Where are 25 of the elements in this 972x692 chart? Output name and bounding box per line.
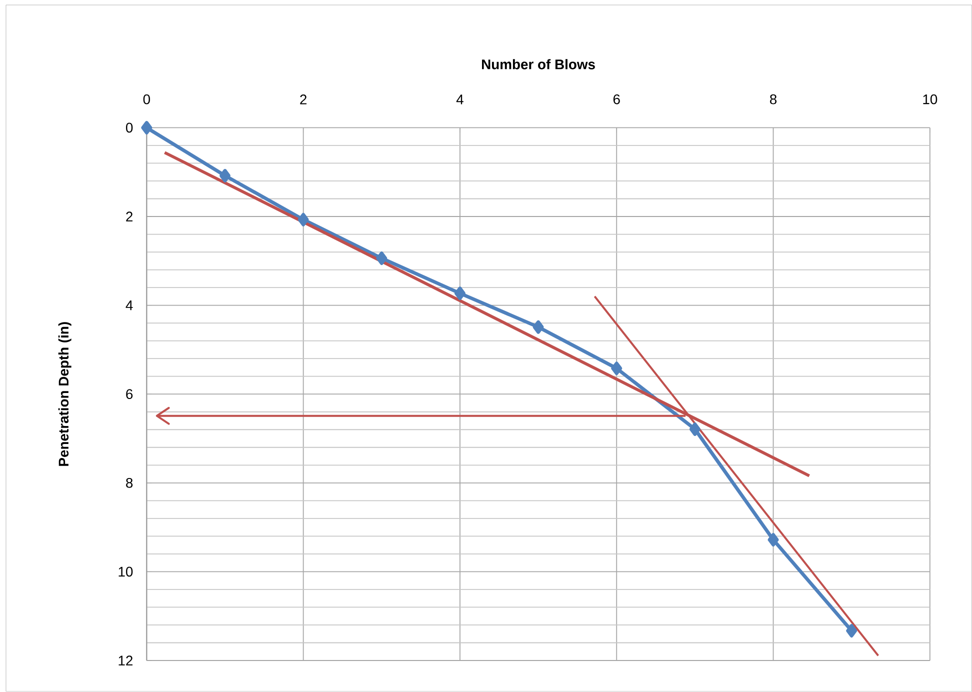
x-tick-label: 4 — [456, 94, 464, 104]
y-axis-title: Penetration Depth (in) — [58, 322, 72, 466]
point — [376, 252, 388, 266]
x-tick-label: 2 — [300, 94, 306, 104]
x-tick-label: 0 — [143, 94, 150, 104]
y-tick-label: 2 — [126, 212, 132, 222]
x-tick-label: 10 — [923, 94, 938, 104]
y-tick-label: 10 — [118, 566, 133, 577]
y-tick-label: 12 — [118, 656, 132, 666]
x-axis-title: Number of Blows — [482, 59, 595, 70]
point — [768, 533, 779, 547]
point — [298, 213, 309, 227]
y-tick-label: 6 — [126, 389, 133, 400]
point — [689, 422, 700, 436]
point — [611, 362, 622, 376]
point — [141, 121, 152, 135]
x-tick-label: 6 — [613, 94, 620, 104]
point — [220, 169, 230, 183]
x-tick-label: 8 — [770, 94, 777, 104]
y-tick-label: 0 — [126, 122, 133, 133]
y-tick-label: 4 — [126, 300, 133, 310]
y-tick-label: 8 — [126, 478, 133, 488]
point — [532, 320, 544, 334]
point — [846, 624, 858, 638]
point — [454, 286, 466, 300]
